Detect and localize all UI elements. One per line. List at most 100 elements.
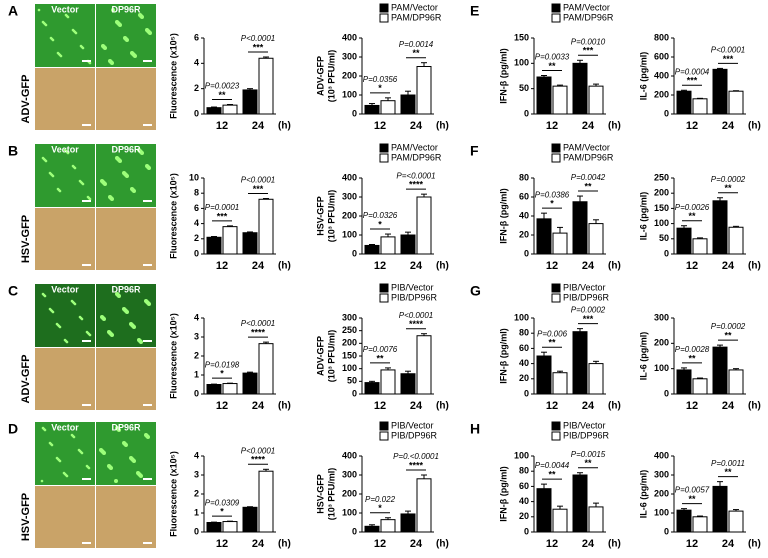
- cell-dot: [101, 44, 105, 48]
- y-tick-label: 0: [352, 388, 357, 398]
- y-tick-label: 60: [519, 191, 529, 201]
- y-tick-label: 100: [342, 363, 357, 373]
- significance-stars: **: [724, 183, 732, 193]
- panel-letter: H: [470, 421, 480, 437]
- bar: [712, 346, 728, 395]
- brightfield-image: [96, 348, 156, 410]
- virus-label: ADV-GFP: [20, 355, 32, 404]
- significance-stars: **: [548, 338, 556, 348]
- y-axis-label: (10³ PFU/ml): [326, 330, 336, 383]
- p-value: P=0.0042: [571, 173, 606, 182]
- legend-label: PAM/DP96R: [563, 12, 614, 22]
- x-tick-label: 24: [252, 260, 265, 272]
- cell-dot: [41, 426, 45, 430]
- x-tick-label: 24: [410, 400, 423, 412]
- bar: [728, 369, 744, 395]
- cell-dot: [122, 171, 126, 175]
- legend-label: PIB/Vector: [563, 420, 606, 430]
- y-axis-label: ADV-GFP: [315, 56, 325, 96]
- significance-stars: *: [378, 219, 382, 229]
- y-tick-label: 20: [519, 373, 529, 383]
- y-tick-label: 4: [194, 58, 199, 68]
- scale-bar: [143, 404, 152, 406]
- cell-dot: [55, 322, 59, 326]
- brightfield-image: [35, 208, 95, 270]
- cell-dot: [78, 315, 82, 319]
- y-tick-label: 100: [342, 507, 357, 517]
- bar: [588, 506, 604, 533]
- p-value: P<0.0001: [711, 46, 745, 55]
- y-tick-label: 2: [194, 488, 199, 498]
- y-tick-label: 300: [342, 469, 357, 479]
- scale-bar: [82, 404, 91, 406]
- legend-swatch: [551, 293, 561, 303]
- significance-stars: *: [550, 199, 554, 209]
- p-value: P<0.0001: [399, 311, 433, 320]
- cell-dot: [70, 299, 74, 303]
- bar: [400, 94, 416, 115]
- bar: [206, 236, 222, 255]
- y-tick-label: 100: [654, 507, 669, 517]
- y-tick-label: 0: [664, 526, 669, 536]
- x-tick-label: 12: [686, 538, 698, 550]
- cell-dot: [48, 441, 52, 445]
- bar: [242, 232, 258, 255]
- x-axis-label: (h): [608, 539, 621, 550]
- cell-dot: [70, 433, 74, 437]
- bar: [258, 198, 274, 255]
- bar: [380, 100, 396, 115]
- x-axis-label: (h): [278, 401, 291, 412]
- bar: [364, 244, 380, 255]
- cell-dot: [145, 28, 149, 32]
- legend-label: PAM/DP96R: [563, 152, 614, 162]
- scale-bar: [82, 264, 91, 266]
- legend-label: PIB/Vector: [391, 282, 434, 292]
- bar: [676, 227, 692, 255]
- y-tick-label: 4: [194, 450, 199, 460]
- y-tick-label: 50: [659, 233, 669, 243]
- cell-dot: [62, 471, 66, 475]
- y-tick-label: 0: [524, 388, 529, 398]
- cell-dot: [145, 164, 149, 168]
- y-tick-label: 300: [654, 312, 669, 322]
- column-label: Vector: [51, 284, 79, 294]
- significance-stars: *: [378, 83, 382, 93]
- cell-dot: [130, 51, 134, 55]
- x-tick-label: 24: [410, 260, 423, 272]
- y-tick-label: 0: [352, 248, 357, 258]
- y-tick-label: 80: [519, 172, 529, 182]
- y-tick-label: 400: [342, 172, 357, 182]
- cell-dot: [114, 479, 118, 483]
- legend-label: PIB/Vector: [563, 282, 606, 292]
- bar: [536, 355, 552, 395]
- x-axis-label: (h): [748, 121, 761, 132]
- bar: [416, 196, 432, 255]
- cell-dot: [130, 187, 134, 191]
- cell-dot: [86, 195, 90, 199]
- y-tick-label: 200: [342, 338, 357, 348]
- x-axis-label: (h): [436, 401, 449, 412]
- bar: [536, 76, 552, 115]
- y-tick-label: 2: [194, 233, 199, 243]
- bar: [258, 57, 274, 115]
- bar: [400, 513, 416, 533]
- x-tick-label: 12: [374, 120, 386, 132]
- cell-dot: [41, 156, 45, 160]
- bar: [206, 522, 222, 533]
- x-tick-label: 24: [722, 400, 735, 412]
- legend-swatch: [551, 421, 561, 431]
- column-label: DP96R: [111, 284, 141, 294]
- y-tick-label: 200: [654, 188, 669, 198]
- x-tick-label: 12: [374, 538, 386, 550]
- significance-stars: **: [584, 181, 592, 191]
- x-tick-label: 12: [686, 120, 698, 132]
- y-tick-label: 50: [347, 376, 357, 386]
- bar: [552, 232, 568, 255]
- panel-letter: D: [8, 421, 18, 437]
- y-tick-label: 400: [342, 32, 357, 42]
- y-tick-label: 600: [654, 51, 669, 61]
- bar: [258, 343, 274, 395]
- y-axis-label: (10³ PFU/ml): [326, 50, 336, 103]
- bar: [416, 66, 432, 115]
- y-tick-label: 80: [519, 328, 529, 338]
